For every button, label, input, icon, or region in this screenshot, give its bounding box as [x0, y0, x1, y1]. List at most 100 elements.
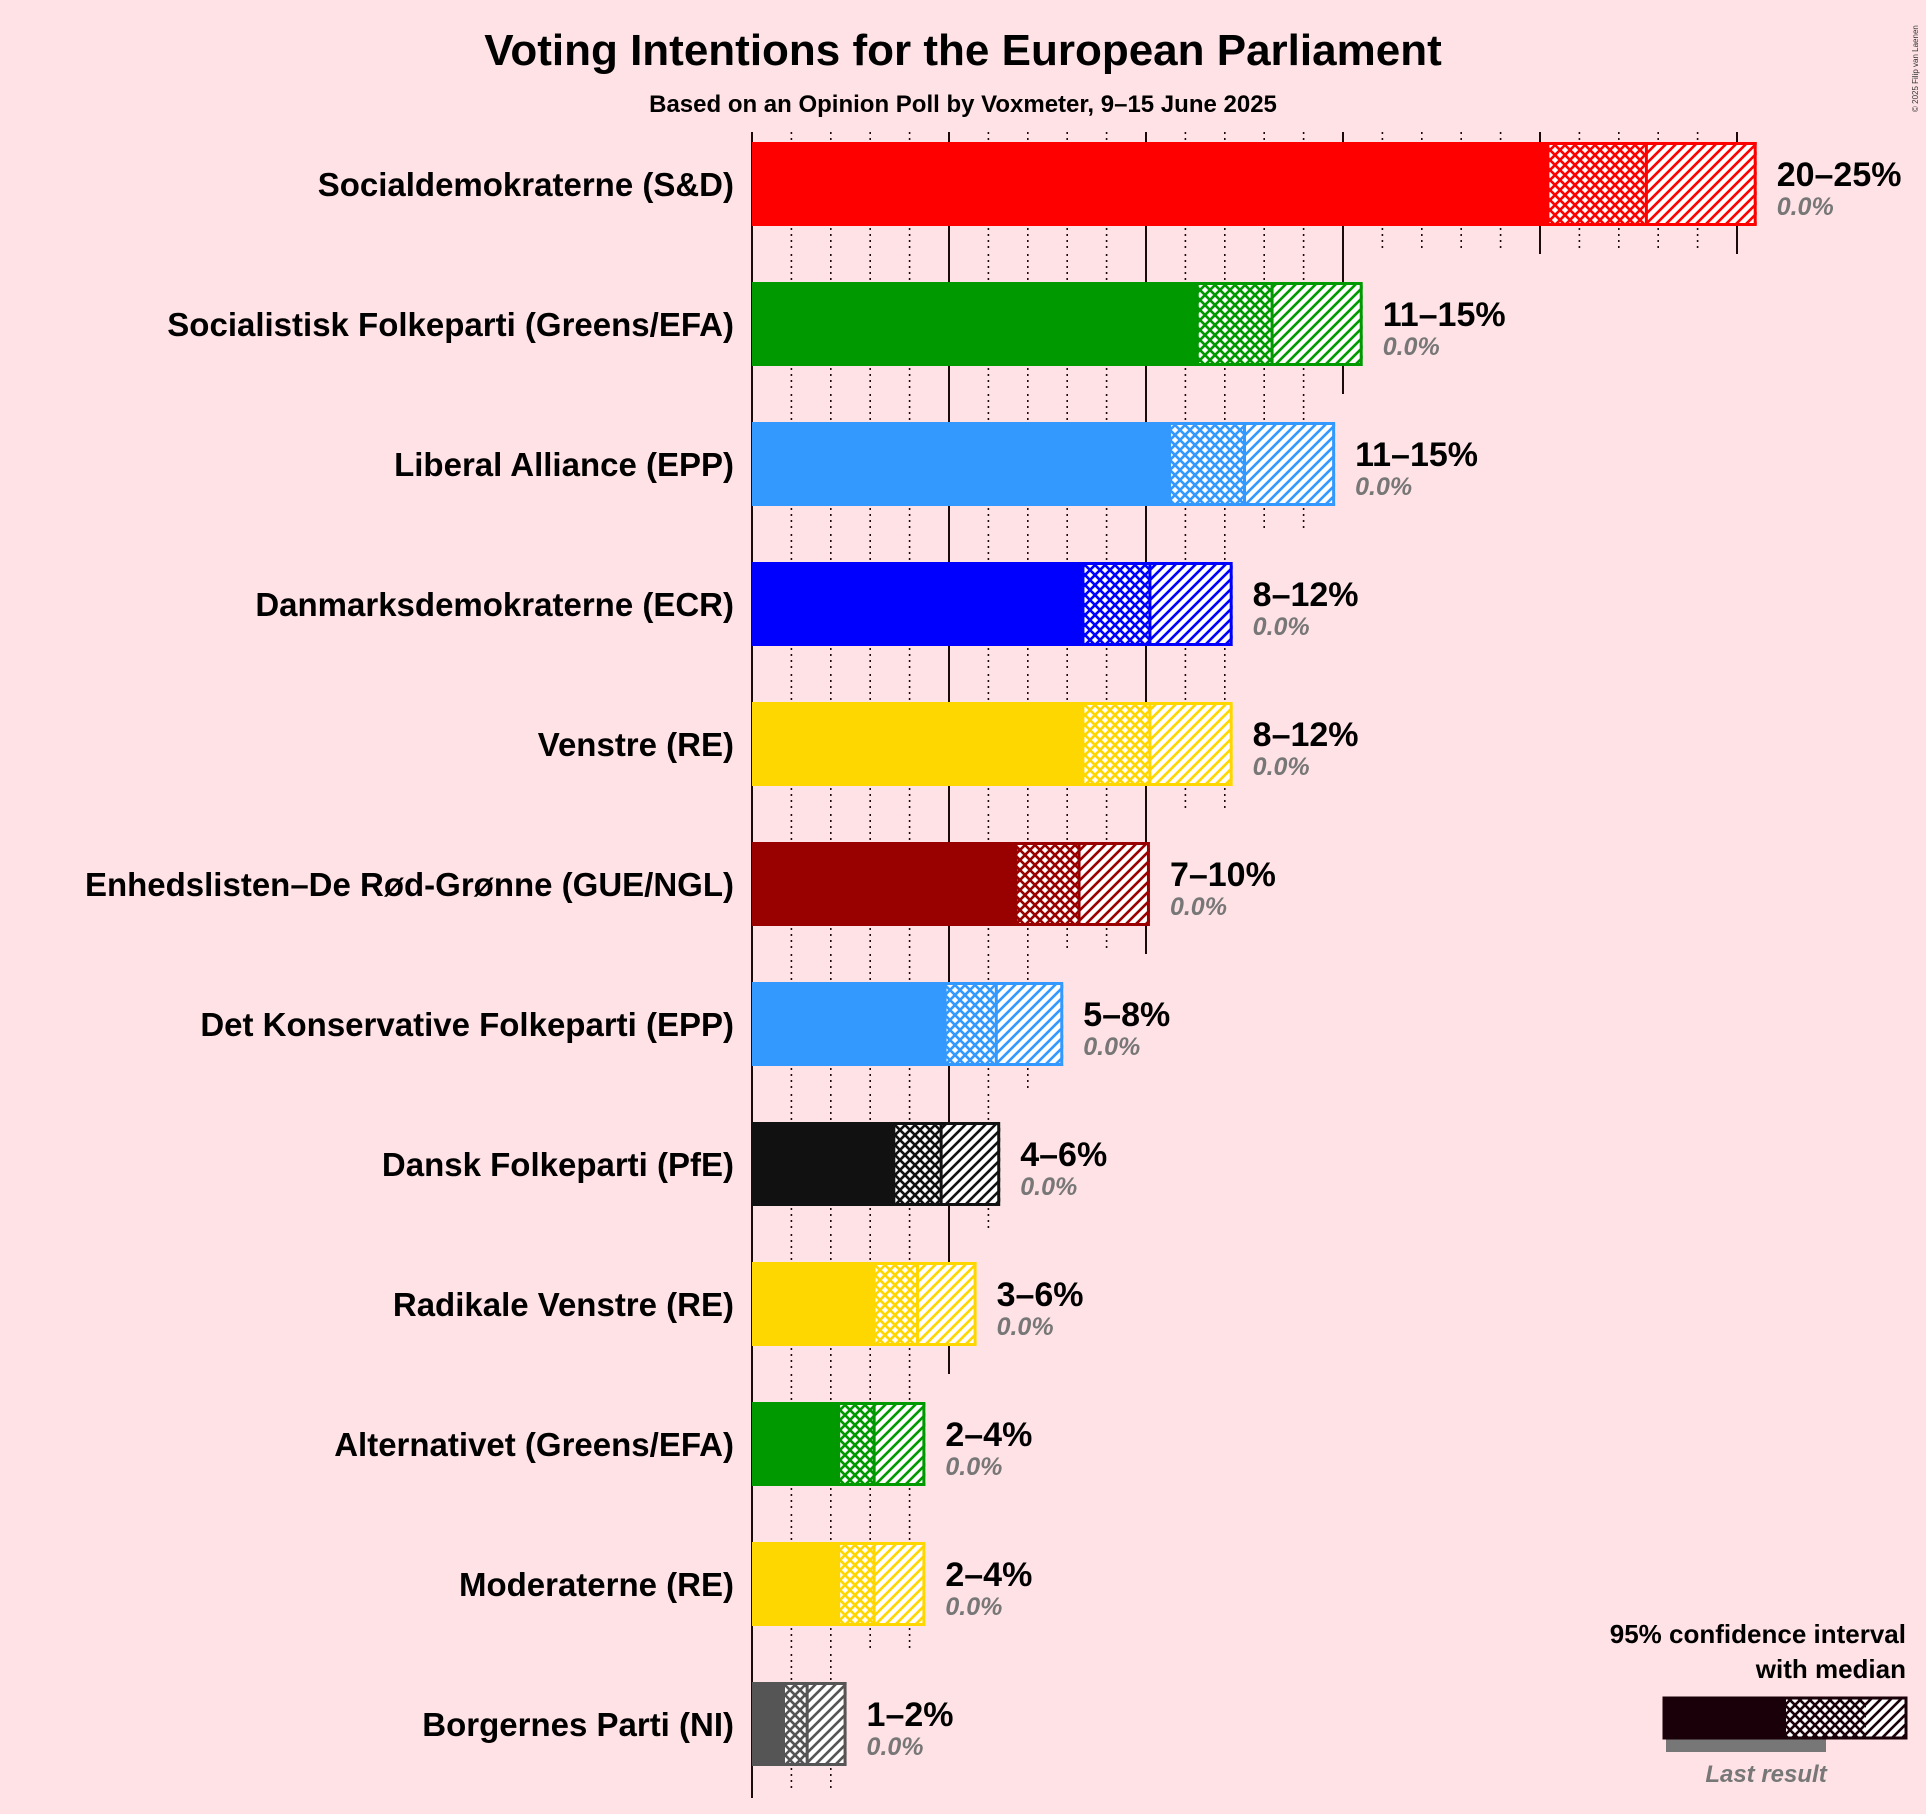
bar-ci-lower: [1015, 842, 1080, 926]
bar-ci-lower: [1547, 142, 1647, 226]
party-row: Enhedslisten–De Rød-Grønne (GUE/NGL) 7–10…: [85, 842, 1276, 926]
party-label: Socialdemokraterne (S&D): [318, 166, 734, 203]
range-label: 11–15%: [1383, 296, 1506, 334]
bar-group: Socialdemokraterne (S&D) 20–25%0.0%Social…: [85, 142, 1902, 1766]
bar-solid: [752, 842, 1016, 926]
bar-solid: [752, 282, 1198, 366]
range-label: 1–2%: [867, 1696, 954, 1734]
last-result-label: 0.0%: [945, 1593, 1002, 1621]
last-result-label: 0.0%: [1383, 333, 1440, 361]
party-label: Moderaterne (RE): [459, 1566, 734, 1603]
bar-ci-outline: [1195, 282, 1363, 366]
last-result-label: 0.0%: [1083, 1033, 1140, 1061]
bar-solid: [752, 1262, 875, 1346]
party-row: Radikale Venstre (RE) 3–6%0.0%: [393, 1262, 1084, 1346]
bar-ci-outline: [872, 1262, 977, 1346]
bar-solid: [752, 562, 1083, 646]
bar-ci-lower: [1169, 422, 1245, 506]
party-label: Dansk Folkeparti (PfE): [382, 1146, 734, 1183]
party-label: Det Konservative Folkeparti (EPP): [200, 1006, 734, 1043]
bar-ci-lower: [783, 1682, 808, 1766]
legend-outline: [1662, 1696, 1908, 1740]
bar-ci-upper: [941, 1122, 1001, 1206]
bar-solid: [752, 1122, 894, 1206]
bar-ci-outline: [1546, 142, 1757, 226]
legend-diagonal-swatch: [1866, 1698, 1906, 1738]
last-result-label: 0.0%: [997, 1313, 1054, 1341]
last-result-label: 0.0%: [1777, 193, 1834, 221]
copyright-note: © 2025 Filip van Laenen: [1911, 25, 1920, 112]
bar-ci-upper: [1149, 702, 1233, 786]
bar-ci-lower: [874, 1262, 918, 1346]
last-result-label: 0.0%: [945, 1453, 1002, 1481]
bar-ci-outline: [943, 982, 1064, 1066]
bar-ci-upper: [1244, 422, 1336, 506]
party-row: Socialistisk Folkeparti (Greens/EFA) 11–1…: [167, 282, 1506, 366]
chart-subtitle: Based on an Opinion Poll by Voxmeter, 9–…: [649, 91, 1277, 118]
party-row: Alternativet (Greens/EFA) 2–4%0.0%: [334, 1402, 1032, 1486]
bar-ci-outline: [837, 1402, 926, 1486]
legend-last-result-swatch: [1666, 1738, 1826, 1752]
bar-ci-upper: [874, 1542, 926, 1626]
bar-solid: [752, 1682, 784, 1766]
party-row: Danmarksdemokraterne (ECR) 8–12%0.0%: [255, 562, 1359, 646]
bar-ci-upper: [1272, 282, 1363, 366]
chart-title: Voting Intentions for the European Parli…: [484, 26, 1442, 75]
bar-solid: [752, 1402, 839, 1486]
party-row: Moderaterne (RE) 2–4%0.0%: [459, 1542, 1032, 1626]
party-label: Venstre (RE): [538, 726, 734, 763]
bar-ci-outline: [1014, 842, 1150, 926]
legend-solid-swatch: [1664, 1698, 1786, 1738]
legend-line-2: with median: [1755, 1654, 1906, 1684]
bar-ci-upper: [807, 1682, 847, 1766]
range-label: 11–15%: [1355, 436, 1478, 474]
party-row: Dansk Folkeparti (PfE) 4–6%0.0%: [382, 1122, 1107, 1206]
bar-ci-outline: [1168, 422, 1336, 506]
bar-ci-upper: [996, 982, 1064, 1066]
range-label: 8–12%: [1253, 576, 1359, 614]
bar-ci-upper: [917, 1262, 977, 1346]
last-result-label: 0.0%: [1253, 613, 1310, 641]
party-row: Socialdemokraterne (S&D) 20–25%0.0%: [318, 142, 1902, 226]
party-row: Venstre (RE) 8–12%0.0%: [538, 702, 1359, 786]
bar-ci-lower: [893, 1122, 942, 1206]
legend-line-1: 95% confidence interval: [1610, 1619, 1906, 1649]
bar-ci-upper: [1149, 562, 1233, 646]
bar-solid: [752, 702, 1083, 786]
party-label: Liberal Alliance (EPP): [394, 446, 734, 483]
bar-ci-lower: [945, 982, 997, 1066]
bar-ci-lower: [838, 1542, 875, 1626]
last-result-label: 0.0%: [1170, 893, 1227, 921]
bar-ci-outline: [782, 1682, 847, 1766]
legend-last-result-label: Last result: [1705, 1761, 1827, 1788]
party-row: Det Konservative Folkeparti (EPP) 5–8%0.0…: [200, 982, 1170, 1066]
range-label: 5–8%: [1083, 996, 1170, 1034]
bar-solid: [752, 142, 1548, 226]
party-row: Borgernes Parti (NI) 1–2%0.0%: [422, 1682, 954, 1766]
range-label: 2–4%: [945, 1416, 1032, 1454]
party-label: Alternativet (Greens/EFA): [334, 1426, 734, 1463]
bar-ci-lower: [1082, 562, 1150, 646]
range-label: 7–10%: [1170, 856, 1276, 894]
range-label: 20–25%: [1777, 156, 1902, 194]
party-label: Borgernes Parti (NI): [422, 1706, 734, 1743]
bar-solid: [752, 982, 946, 1066]
bar-ci-lower: [1082, 702, 1150, 786]
last-result-label: 0.0%: [867, 1733, 924, 1761]
last-result-label: 0.0%: [1253, 753, 1310, 781]
bar-ci-lower: [838, 1402, 875, 1486]
bar-ci-lower: [1197, 282, 1273, 366]
party-label: Danmarksdemokraterne (ECR): [255, 586, 734, 623]
party-label: Radikale Venstre (RE): [393, 1286, 734, 1323]
party-label: Enhedslisten–De Rød-Grønne (GUE/NGL): [85, 866, 734, 903]
party-row: Liberal Alliance (EPP) 11–15%0.0%: [394, 422, 1478, 506]
range-label: 2–4%: [945, 1556, 1032, 1594]
bar-solid: [752, 422, 1170, 506]
bar-solid: [752, 1542, 839, 1626]
bar-ci-upper: [874, 1402, 926, 1486]
bar-ci-upper: [1646, 142, 1757, 226]
range-label: 3–6%: [997, 1276, 1084, 1314]
bar-ci-upper: [1079, 842, 1150, 926]
bar-ci-outline: [892, 1122, 1001, 1206]
